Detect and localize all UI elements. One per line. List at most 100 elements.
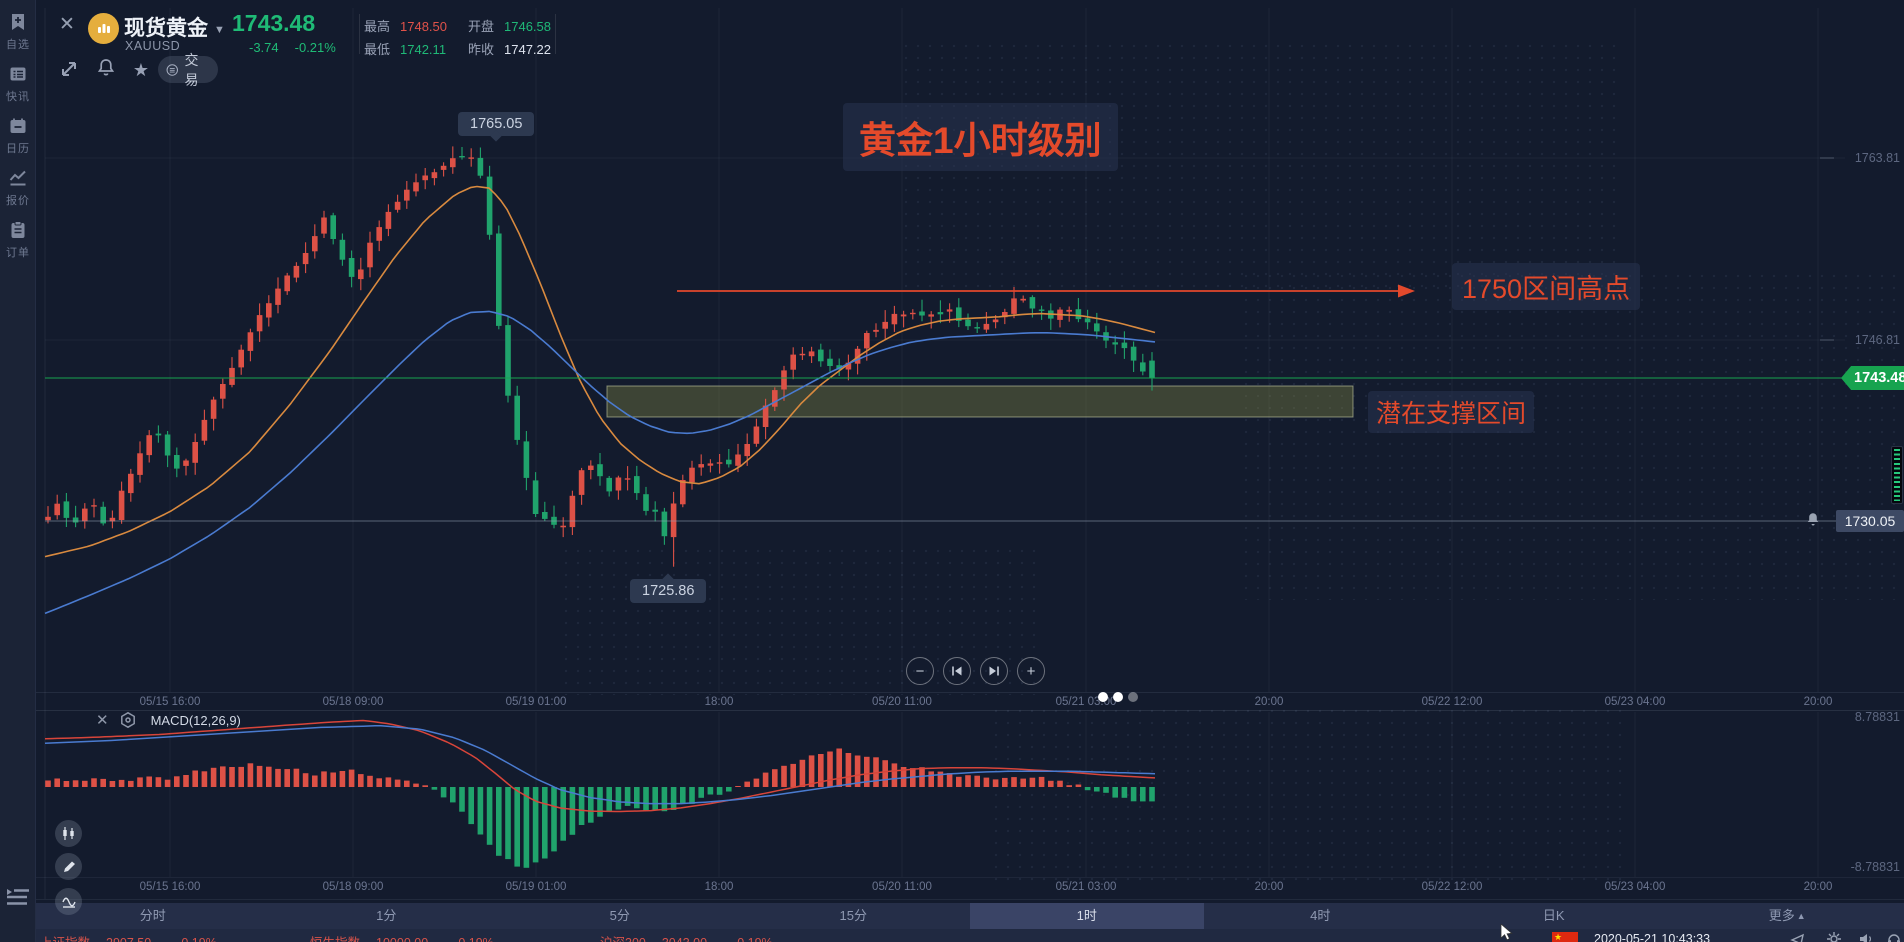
favorite-star-icon[interactable]: ★ bbox=[132, 60, 150, 80]
alert-bell-icon[interactable] bbox=[93, 57, 119, 83]
go-to-start-button[interactable] bbox=[943, 657, 971, 685]
x-axis-label: 05/19 01:00 bbox=[505, 881, 567, 893]
x-axis-label: 05/22 12:00 bbox=[1421, 696, 1483, 708]
indicator-button[interactable] bbox=[55, 888, 82, 915]
ticker-label: 沪深300 bbox=[600, 936, 646, 942]
candlestick-icon bbox=[63, 827, 74, 840]
x-axis-label: 20:00 bbox=[1803, 696, 1833, 708]
broadcast-icon[interactable] bbox=[1790, 931, 1807, 942]
x-axis-label: 05/20 11:00 bbox=[872, 881, 932, 893]
news-list-icon bbox=[10, 67, 26, 81]
sidebar-item-calendar[interactable]: 日历 bbox=[0, 116, 36, 156]
gold-symbol-icon bbox=[88, 13, 119, 44]
quote-stat: 最高 1748.50 bbox=[364, 16, 447, 35]
x-axis-label: 20:00 bbox=[1803, 881, 1833, 893]
swing-high-value: 1765.05 bbox=[470, 116, 523, 132]
x-axis-label: 05/15 16:00 bbox=[139, 881, 201, 893]
caret-up-icon: ▲ bbox=[1796, 911, 1806, 921]
x-axis-macd: 05/15 16:00 05/18 09:00 05/19 01:00 18:00 05… bbox=[0, 881, 1904, 897]
trade-button-label: 交易 bbox=[184, 51, 199, 88]
x-axis-label: 18:00 bbox=[704, 696, 734, 708]
swing-high-badge: 1765.05 bbox=[458, 112, 535, 142]
x-axis-label: 20:00 bbox=[1254, 881, 1284, 893]
zoom-in-button[interactable]: + bbox=[1017, 657, 1045, 685]
axis-drag-handle[interactable] bbox=[1098, 692, 1138, 702]
symbol-name: 现货黄金 bbox=[124, 17, 208, 40]
y-axis-label: 1746.81 bbox=[1854, 333, 1900, 347]
left-nav-rail: 自选 快讯 日历 报价 订单 bbox=[0, 0, 36, 942]
calendar-icon bbox=[10, 118, 26, 133]
last-price: 1743.48 bbox=[232, 10, 316, 36]
ticker-item[interactable]: 沪深300 3043.00 -0.19% bbox=[600, 932, 773, 942]
sidebar-label: 报价 bbox=[6, 195, 30, 207]
map-dots-pattern bbox=[1240, 270, 1904, 600]
ticker-item[interactable]: 恒生指数 10000.00 -0.19% bbox=[310, 932, 494, 942]
x-axis-label: 05/19 01:00 bbox=[505, 696, 567, 708]
chart-zoom-controls: − + bbox=[906, 657, 1045, 685]
server-timestamp: 2020-05-21 10:43:33 bbox=[1594, 932, 1711, 942]
trade-button[interactable]: 交易 bbox=[158, 52, 218, 88]
timeframe-tab-15分[interactable]: 15分 bbox=[839, 908, 867, 923]
timeframe-tab-更多[interactable]: 更多 ▲ bbox=[1768, 908, 1806, 923]
timeframe-tab-1分[interactable]: 1分 bbox=[376, 908, 397, 923]
go-to-end-button[interactable] bbox=[980, 657, 1008, 685]
sidebar-item-news[interactable]: 快讯 bbox=[0, 64, 36, 104]
zoom-out-button[interactable]: − bbox=[906, 657, 934, 685]
ticker-label: 恒生指数 bbox=[310, 936, 360, 942]
sidebar-item-watchlist[interactable]: 自选 bbox=[0, 12, 36, 52]
y-axis-label: 1763.81 bbox=[1854, 151, 1900, 165]
alert-line-bell-icon[interactable] bbox=[1804, 511, 1822, 529]
map-dots-pattern bbox=[990, 705, 1630, 890]
x-axis-label: 05/23 04:00 bbox=[1604, 696, 1666, 708]
macd-title: MACD(12,26,9) bbox=[150, 712, 241, 728]
timeframe-tab-1时[interactable]: 1时 bbox=[970, 903, 1204, 929]
trade-menu-icon bbox=[166, 63, 178, 76]
ticker-item[interactable]: 上证指数 2907.50 -0.19% bbox=[40, 932, 217, 942]
chevron-down-icon: ▼ bbox=[214, 24, 225, 36]
cn-flag-icon: ★ bbox=[1552, 932, 1578, 942]
quote-stat: 开盘 1746.58 bbox=[468, 16, 551, 35]
ticker-value: 3043.00 bbox=[662, 936, 707, 942]
timeframe-tab-5分[interactable]: 5分 bbox=[609, 908, 630, 923]
ticker-label: 上证指数 bbox=[40, 936, 90, 942]
macd-settings-icon[interactable] bbox=[119, 711, 137, 729]
draw-tool-button[interactable] bbox=[55, 853, 82, 880]
x-axis-label: 05/18 09:00 bbox=[322, 696, 384, 708]
macd-axis-bottom: -8.78831 bbox=[1850, 860, 1900, 874]
quote-stat: 昨收 1747.22 bbox=[468, 39, 551, 58]
gear-icon[interactable] bbox=[1826, 931, 1842, 942]
divider bbox=[555, 14, 556, 54]
macd-pane-header: ✕ MACD(12,26,9) bbox=[96, 711, 241, 729]
timeframe-tab-分时[interactable]: 分时 bbox=[139, 908, 166, 923]
bottom-menu-button[interactable] bbox=[5, 884, 31, 910]
stat-value: 1746.58 bbox=[504, 19, 552, 34]
symbol-header: ✕ 现货黄金 ▼ XAUUSD 1743.48 -3.74 -0.21% 最高 174… bbox=[36, 0, 936, 92]
stat-value: 1748.50 bbox=[400, 19, 448, 34]
current-price-tag: 1743.48 bbox=[1841, 366, 1904, 390]
swing-low-value: 1725.86 bbox=[642, 583, 695, 599]
trend-tool-icon[interactable] bbox=[56, 57, 82, 83]
x-axis-main: 05/15 16:00 05/18 09:00 05/19 01:00 18:00 05… bbox=[0, 696, 1904, 712]
line-chart-icon bbox=[9, 170, 26, 186]
timeframe-tab-日K[interactable]: 日K bbox=[1542, 908, 1565, 923]
annotation-range-high: 1750区间高点 bbox=[1452, 263, 1641, 310]
close-chart-icon[interactable]: ✕ bbox=[59, 14, 75, 35]
pencil-icon bbox=[63, 861, 75, 872]
macd-close-icon[interactable]: ✕ bbox=[96, 712, 109, 729]
speaker-icon[interactable] bbox=[1858, 931, 1874, 942]
depth-gauge-widget[interactable] bbox=[1891, 446, 1903, 504]
macd-axis-top: 8.78831 bbox=[1854, 710, 1900, 724]
change-percent: -0.21% bbox=[294, 40, 336, 55]
sidebar-label: 订单 bbox=[6, 247, 30, 259]
chart-type-button[interactable] bbox=[55, 820, 82, 847]
wave-indicator-icon bbox=[61, 897, 76, 908]
annotation-title: 黄金1小时级别 bbox=[843, 103, 1118, 171]
sidebar-item-quotes[interactable]: 报价 bbox=[0, 168, 36, 208]
x-axis-label: 05/18 09:00 bbox=[322, 881, 384, 893]
symbol-selector[interactable]: 现货黄金 ▼ bbox=[124, 12, 225, 42]
headset-icon[interactable] bbox=[1886, 931, 1902, 942]
index-ticker-bar: 上证指数2907.50-0.19% 恒生指数10000.00-0.19% 沪深300… bbox=[0, 929, 1904, 942]
sidebar-item-orders[interactable]: 订单 bbox=[0, 220, 36, 260]
timeframe-tab-4时[interactable]: 4时 bbox=[1310, 908, 1331, 923]
